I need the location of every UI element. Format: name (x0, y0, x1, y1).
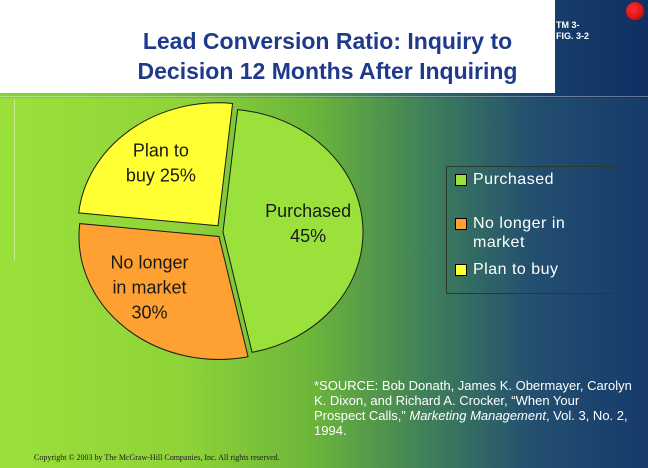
pie-label-plan-to-buy: Plan to buy 25% (126, 140, 196, 185)
source-text: *SOURCE: Bob Donath, James K. Obermayer,… (314, 378, 632, 423)
divider-vertical (14, 100, 15, 260)
pie-slice-purchased (222, 109, 364, 353)
legend-item-purchased: Purchased (455, 170, 554, 189)
legend-item-plan-to-buy: Plan to buy (455, 260, 559, 279)
pie-slices (78, 102, 364, 360)
legend-label-line-1: No longer in (473, 215, 566, 232)
pie-slice-plan-to-buy (78, 102, 234, 227)
legend-label-line-2: market (473, 234, 525, 251)
title-line-2: Decision 12 Months After Inquiring (137, 58, 518, 84)
title-line-1: Lead Conversion Ratio: Inquiry to (142, 28, 513, 54)
chart-legend: Purchased No longer in market Plan to bu… (446, 166, 618, 294)
pie-labels: Purchased 45% No longer in market 30% Plan to… (110, 140, 351, 322)
source-citation: *SOURCE: Bob Donath, James K. Obermayer,… (314, 378, 634, 438)
pie-slice-no-longer-in-market (78, 223, 249, 360)
legend-label-purchased: Purchased (473, 171, 554, 188)
figure-id-line-2: FIG. 3-2 (556, 31, 590, 41)
figure-id: TM 3- FIG. 3-2 (556, 20, 589, 42)
pie-label-no-longer-in-market: No longer in market 30% (110, 253, 188, 323)
title-panel (0, 0, 555, 93)
source-text-end: , Vol. 3, No. 2, 1994. (314, 408, 628, 438)
red-dot-icon (626, 2, 644, 20)
source-journal: Marketing Management (409, 408, 546, 423)
divider-horizontal (0, 96, 648, 97)
legend-item-no-longer-in-market: No longer in market (455, 214, 565, 252)
legend-swatch-no-longer-in-market (455, 218, 467, 230)
legend-label-plan-to-buy: Plan to buy (473, 261, 559, 278)
legend-swatch-purchased (455, 174, 467, 186)
page-title: Lead Conversion Ratio: Inquiry to Decisi… (100, 26, 555, 86)
pie-label-purchased: Purchased 45% (265, 201, 351, 246)
figure-id-line-1: TM 3- (556, 20, 580, 30)
copyright-notice: Copyright © 2003 by The McGraw-Hill Comp… (34, 453, 280, 462)
legend-swatch-plan-to-buy (455, 264, 467, 276)
legend-label-no-longer-in-market: No longer in market (473, 214, 565, 252)
